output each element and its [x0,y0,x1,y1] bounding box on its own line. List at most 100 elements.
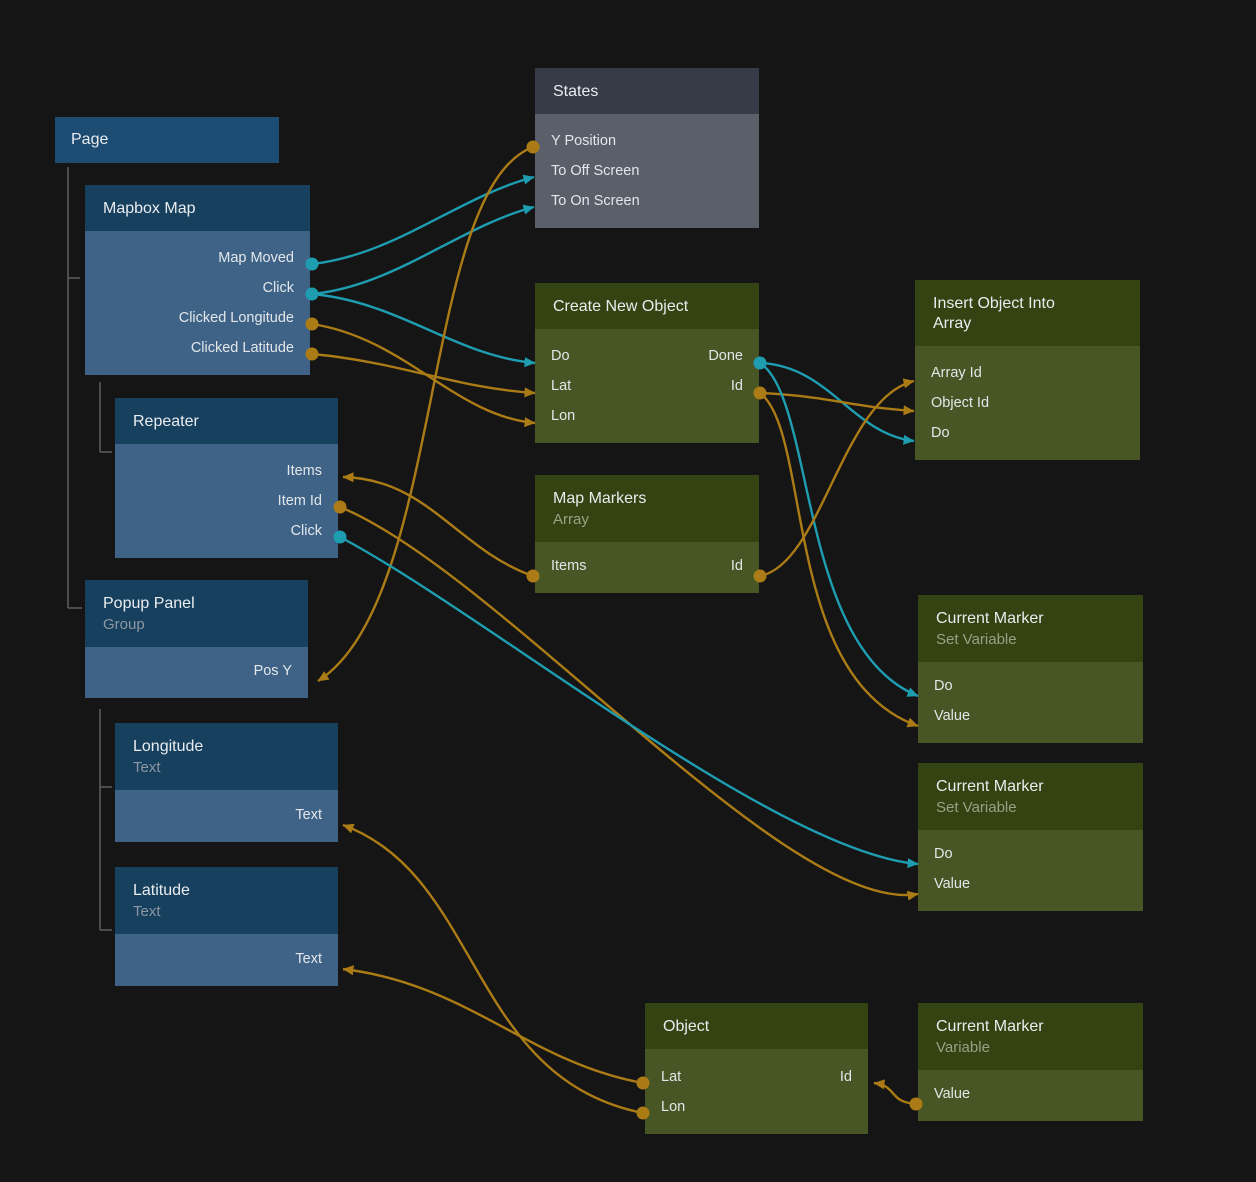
node-subtitle: Group [103,616,145,633]
node-title: Repeater [133,413,199,430]
node-title: States [553,83,599,100]
tree-line-mapbox-repeater [99,382,112,453]
port-id[interactable]: Id [839,1069,852,1085]
node-insert-header: Insert Object Into Array [915,280,1140,346]
port-do[interactable]: Do [931,425,950,441]
node-title: Longitude [133,738,204,755]
wire-id-insert-object-id[interactable] [759,391,915,416]
wire-click-to-on-screen[interactable] [311,204,535,296]
node-create-new-object[interactable]: Create New Object Do Done Lat Id Lon [535,283,759,443]
port-clicked-latitude[interactable]: Clicked Latitude [190,340,294,356]
node-title: Create New Object [553,298,689,315]
node-title: Current Marker [936,778,1044,795]
node-cm1-header: Current Marker Set Variable [918,595,1143,662]
port-clicked-longitude[interactable]: Clicked Longitude [178,310,294,326]
node-page-header: Page [55,117,279,163]
node-cm2-header: Current Marker Set Variable [918,763,1143,830]
node-longitude[interactable]: Longitude Text Text [115,723,338,842]
port-array-id[interactable]: Array Id [931,365,982,381]
port-object-id[interactable]: Object Id [931,395,990,411]
port-text[interactable]: Text [295,950,322,967]
port-value[interactable]: Value [934,875,971,892]
port-row-do-done[interactable]: Do Done [535,341,759,371]
node-object-header: Object [645,1003,868,1049]
wire-object-lat-latitude-text[interactable] [342,965,644,1085]
node-states[interactable]: States Y Position To Off Screen To On Sc… [535,68,759,228]
node-mapbox-map[interactable]: Mapbox Map Map Moved Click Clicked Longi… [85,185,310,375]
node-subtitle: Array [553,511,589,528]
tree-line-page-children [67,167,82,609]
node-subtitle: Set Variable [936,799,1017,816]
node-subtitle: Text [133,903,161,920]
wire-done-cm1-do[interactable] [759,361,919,698]
node-map-markers-header: Map Markers Array [535,475,759,542]
node-object[interactable]: Object Lat Id Lon [645,1003,868,1134]
port-id[interactable]: Id [730,378,743,394]
wire-markers-items-repeater-items[interactable] [342,472,534,578]
node-longitude-header: Longitude Text [115,723,338,790]
node-current-marker-set-variable-1[interactable]: Current Marker Set Variable Do Value [918,595,1143,743]
node-title: Page [71,131,109,148]
wire-click-create-do[interactable] [311,292,536,368]
port-row-lat-id[interactable]: Lat Id [645,1062,868,1092]
node-repeater-header: Repeater [115,398,338,444]
node-title: Popup Panel [103,595,195,612]
port-items[interactable]: Items [551,557,587,574]
port-pos-y[interactable]: Pos Y [253,662,292,679]
port-to-off-screen[interactable]: To Off Screen [551,163,640,179]
port-id[interactable]: Id [730,557,743,574]
node-title: Current Marker [936,610,1044,627]
wire-cmvar-value-object-id[interactable] [873,1079,917,1106]
node-subtitle: Set Variable [936,631,1017,648]
port-to-on-screen[interactable]: To On Screen [551,193,640,209]
port-do[interactable]: Do [934,677,953,694]
node-popup-header: Popup Panel Group [85,580,308,647]
node-page[interactable]: Page [55,117,279,163]
port-value[interactable]: Value [934,1085,971,1102]
node-title: Current Marker [936,1018,1044,1035]
node-map-markers[interactable]: Map Markers Array Items Id [535,475,759,593]
wire-clicked-latitude-lat[interactable] [311,352,536,398]
node-latitude-header: Latitude Text [115,867,338,934]
wire-done-insert-do[interactable] [759,361,915,445]
node-title: Map Markers [553,490,647,507]
port-do[interactable]: Do [551,348,570,364]
node-latitude[interactable]: Latitude Text Text [115,867,338,986]
node-insert-object-into-array[interactable]: Insert Object Into Array Array Id Object… [915,280,1140,460]
node-title: Mapbox Map [103,200,196,217]
wire-map-moved-to-off-screen[interactable] [311,174,535,266]
port-lat[interactable]: Lat [661,1069,682,1085]
port-do[interactable]: Do [934,845,953,862]
node-subtitle: Variable [936,1039,990,1056]
node-title: Object [663,1018,710,1035]
port-row-lat-id[interactable]: Lat Id [535,371,759,401]
node-popup-panel[interactable]: Popup Panel Group Pos Y [85,580,308,698]
wire-markers-id-array-id[interactable] [759,378,915,578]
tree-line-popup-children [99,709,112,931]
node-current-marker-set-variable-2[interactable]: Current Marker Set Variable Do Value [918,763,1143,911]
port-items[interactable]: Items [286,463,322,479]
node-cmvar-header: Current Marker Variable [918,1003,1143,1070]
port-text[interactable]: Text [295,806,322,823]
port-map-moved[interactable]: Map Moved [218,250,294,266]
port-lon[interactable]: Lon [661,1099,686,1115]
port-y-position[interactable]: Y Position [551,133,617,149]
node-title: Latitude [133,882,190,899]
port-item-id[interactable]: Item Id [277,493,322,509]
node-current-marker-variable[interactable]: Current Marker Variable Value [918,1003,1143,1121]
node-subtitle: Text [133,759,161,776]
port-done[interactable]: Done [708,348,743,364]
wire-clicked-longitude-lon[interactable] [311,322,536,428]
wire-object-lon-longitude-text[interactable] [342,823,644,1115]
wire-id-cm1-value[interactable] [759,392,919,728]
port-click[interactable]: Click [290,523,322,539]
port-click[interactable]: Click [262,280,294,296]
node-mapbox-header: Mapbox Map [85,185,310,231]
port-value[interactable]: Value [934,707,971,724]
node-repeater[interactable]: Repeater Items Item Id Click [115,398,338,558]
port-lon[interactable]: Lon [551,408,576,424]
port-lat[interactable]: Lat [551,378,572,394]
port-row-items-id[interactable]: Items Id [535,551,759,581]
wire-y-position-pos-y[interactable] [317,145,534,683]
